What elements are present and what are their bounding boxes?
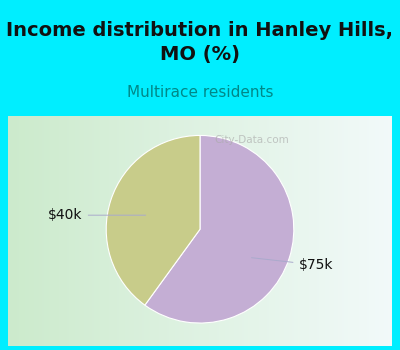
Text: $40k: $40k (48, 208, 146, 222)
Wedge shape (145, 135, 294, 323)
Wedge shape (106, 135, 200, 305)
Text: $75k: $75k (252, 258, 333, 272)
Text: Income distribution in Hanley Hills,
MO (%): Income distribution in Hanley Hills, MO … (6, 21, 394, 64)
Text: City-Data.com: City-Data.com (214, 135, 289, 145)
Text: Multirace residents: Multirace residents (127, 85, 273, 100)
